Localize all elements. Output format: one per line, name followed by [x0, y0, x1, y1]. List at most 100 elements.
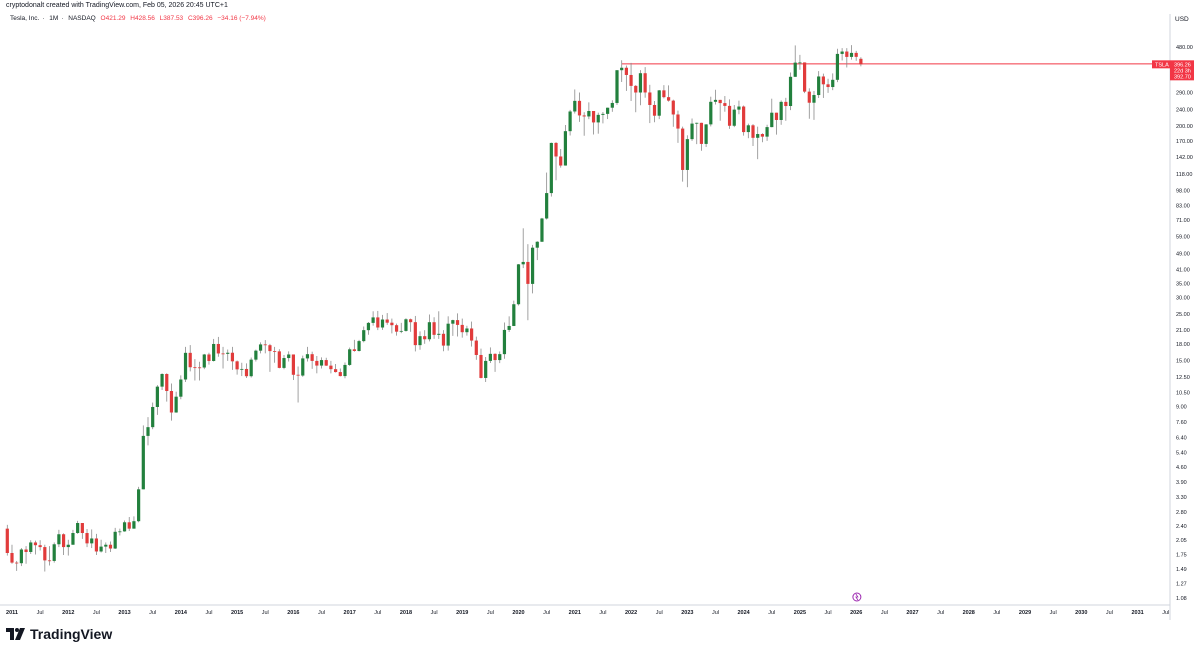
candle-body[interactable] [788, 76, 793, 107]
candle-body[interactable] [38, 545, 42, 548]
candle-body[interactable] [845, 51, 849, 57]
candle-body[interactable] [399, 330, 403, 332]
candle-body[interactable] [127, 522, 131, 529]
candle-body[interactable] [385, 319, 389, 323]
candle-body[interactable] [329, 365, 333, 370]
candle-body[interactable] [737, 106, 741, 110]
candle-body[interactable] [19, 549, 23, 564]
candle-body[interactable] [287, 354, 291, 359]
candle-body[interactable] [671, 100, 675, 115]
candle-body[interactable] [254, 350, 258, 360]
candle-body[interactable] [94, 538, 99, 552]
candle-body[interactable] [591, 110, 596, 123]
candle-body[interactable] [765, 127, 769, 137]
candle-body[interactable] [709, 101, 713, 125]
candle-body[interactable] [437, 333, 441, 335]
candle-body[interactable] [606, 107, 610, 114]
candle-body[interactable] [151, 406, 155, 428]
candle-body[interactable] [727, 105, 732, 126]
candle-body[interactable] [742, 106, 746, 133]
candle-body[interactable] [296, 374, 300, 376]
candle-body[interactable] [169, 391, 174, 413]
candle-body[interactable] [573, 100, 577, 112]
candle-body[interactable] [699, 122, 704, 144]
candle-body[interactable] [681, 128, 685, 170]
candle-body[interactable] [817, 76, 821, 96]
candle-body[interactable] [723, 103, 727, 106]
candle-body[interactable] [451, 320, 455, 324]
candle-body[interactable] [854, 52, 858, 57]
candle-body[interactable] [258, 344, 263, 351]
candle-body[interactable] [29, 542, 33, 552]
candle-body[interactable] [80, 523, 84, 534]
candle-body[interactable] [624, 67, 628, 75]
candle-body[interactable] [305, 354, 310, 359]
candle-body[interactable] [840, 51, 844, 54]
timeframe[interactable]: 1M [49, 15, 59, 22]
candle-body[interactable] [362, 330, 366, 342]
candle-body[interactable] [807, 91, 811, 103]
candle-body[interactable] [695, 122, 699, 124]
event-marker-icon[interactable] [852, 592, 862, 602]
candle-body[interactable] [784, 101, 788, 107]
candle-body[interactable] [24, 549, 28, 552]
candle-body[interactable] [545, 193, 549, 219]
candle-body[interactable] [212, 343, 216, 361]
candle-body[interactable] [479, 354, 483, 378]
candle-body[interactable] [470, 328, 474, 341]
candle-body[interactable] [498, 354, 502, 361]
candle-body[interactable] [380, 319, 385, 328]
candle-body[interactable] [390, 322, 394, 326]
candle-body[interactable] [488, 353, 492, 361]
candle-body[interactable] [540, 218, 544, 242]
candle-body[interactable] [108, 544, 113, 549]
candle-body[interactable] [104, 544, 108, 547]
candle-body[interactable] [43, 547, 47, 561]
candle-body[interactable] [859, 58, 863, 65]
candle-body[interactable] [5, 528, 9, 553]
candle-body[interactable] [732, 109, 736, 126]
candle-body[interactable] [146, 427, 150, 436]
candle-body[interactable] [620, 67, 624, 71]
candle-body[interactable] [155, 386, 159, 407]
candle-body[interactable] [535, 241, 539, 248]
candle-body[interactable] [582, 115, 586, 117]
candle-body[interactable] [516, 264, 521, 305]
candle-body[interactable] [277, 351, 281, 368]
candle-body[interactable] [530, 247, 535, 284]
candle-body[interactable] [554, 142, 558, 157]
candle-body[interactable] [526, 261, 530, 284]
candle-body[interactable] [446, 323, 450, 346]
candle-body[interactable] [596, 114, 600, 123]
candle-body[interactable] [423, 336, 427, 340]
candle-body[interactable] [273, 351, 277, 352]
candle-body[interactable] [366, 322, 371, 331]
candle-body[interactable] [643, 73, 647, 93]
candle-body[interactable] [249, 359, 253, 377]
candle-body[interactable] [71, 533, 75, 545]
candle-body[interactable] [718, 99, 722, 104]
candle-body[interactable] [521, 261, 525, 265]
candle-body[interactable] [826, 84, 830, 88]
candle-body[interactable] [465, 328, 469, 333]
candle-body[interactable] [713, 99, 718, 102]
candle-body[interactable] [404, 319, 408, 331]
candle-body[interactable] [268, 345, 272, 352]
tradingview-logo[interactable]: TradingView [6, 626, 112, 642]
candle-body[interactable] [615, 70, 619, 103]
candle-body[interactable] [15, 562, 19, 564]
candle-body[interactable] [179, 379, 183, 397]
candle-body[interactable] [99, 546, 103, 552]
candle-body[interactable] [502, 329, 507, 355]
candle-body[interactable] [779, 101, 783, 120]
candle-body[interactable] [282, 358, 286, 368]
candle-body[interactable] [324, 360, 328, 366]
candle-body[interactable] [652, 104, 657, 116]
candle-body[interactable] [662, 90, 666, 98]
candle-body[interactable] [690, 123, 694, 140]
candle-body[interactable] [427, 322, 431, 340]
candle-body[interactable] [376, 317, 380, 328]
candle-body[interactable] [418, 336, 422, 346]
candle-body[interactable] [47, 560, 52, 562]
